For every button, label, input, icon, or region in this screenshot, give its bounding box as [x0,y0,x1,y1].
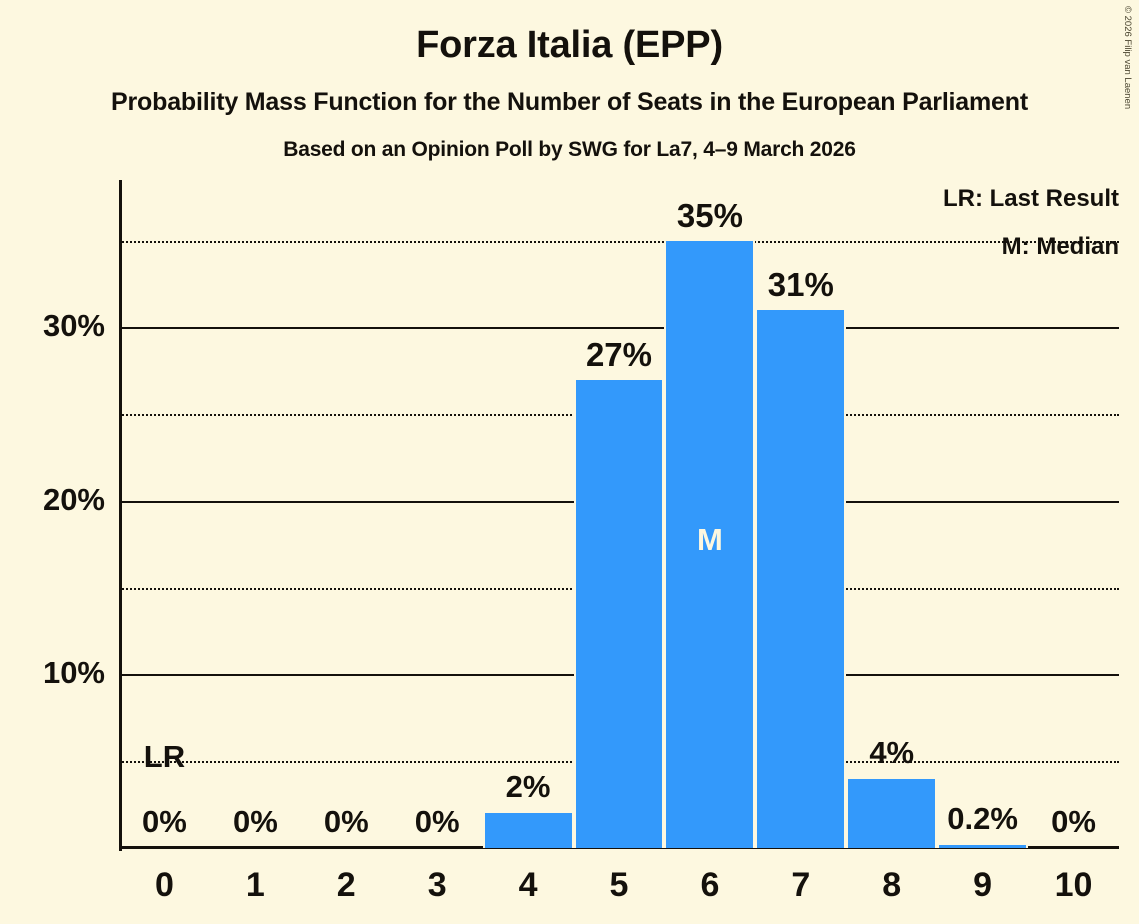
x-axis-label-6: 6 [700,866,720,904]
chart-subtitle: Probability Mass Function for the Number… [111,88,1028,116]
value-label-seat-4: 2% [505,769,551,805]
copyright-notice: © 2026 Filip van Laenen [1119,4,1137,194]
x-axis-label-9: 9 [973,866,993,904]
bar-seat-9[interactable] [937,844,1029,848]
copyright-text: © 2026 Filip van Laenen [1122,6,1133,110]
bar-seat-8[interactable] [846,778,938,848]
bar-seat-4[interactable] [482,813,574,848]
value-label-seat-6: 35% [676,196,743,234]
x-axis-label-10: 10 [1054,866,1093,904]
median-marker: M [696,522,723,558]
last-result-marker: LR [143,739,186,775]
y-axis-label-30pct: 30% [42,308,105,344]
gridline-35pct [119,240,1119,243]
gridline-30pct [119,327,1119,330]
x-axis-label-3: 3 [427,866,447,904]
plot-area [119,180,1119,848]
x-axis-label-0: 0 [154,866,174,904]
legend-median: M: Median [1001,233,1119,260]
value-label-seat-3: 0% [414,804,460,839]
value-label-seat-0: 0% [142,804,187,839]
value-label-seat-5: 27% [585,335,653,373]
value-label-seat-8: 4% [869,734,915,770]
x-axis-label-2: 2 [336,866,356,904]
bar-seat-5[interactable] [573,379,665,848]
x-axis-label-5: 5 [609,866,629,904]
value-label-seat-1: 0% [232,804,278,839]
legend-last-result: LR: Last Result [942,185,1119,212]
value-label-seat-7: 31% [767,266,834,304]
y-axis-label-10pct: 10% [42,655,105,691]
x-axis-label-8: 8 [882,866,902,904]
bar-seat-7[interactable] [755,310,847,848]
y-axis-line [119,180,122,851]
bar-seat-6[interactable] [664,240,756,848]
x-axis-label-7: 7 [791,866,811,904]
value-label-seat-10: 0% [1051,804,1096,839]
chart-source-note: Based on an Opinion Poll by SWG for La7,… [283,138,856,161]
x-axis-label-1: 1 [245,866,265,904]
value-label-seat-2: 0% [323,804,369,839]
value-label-seat-9: 0.2% [947,800,1018,836]
chart-title: Forza Italia (EPP) [416,24,723,66]
x-axis-label-4: 4 [518,866,538,904]
y-axis-label-20pct: 20% [42,481,105,517]
